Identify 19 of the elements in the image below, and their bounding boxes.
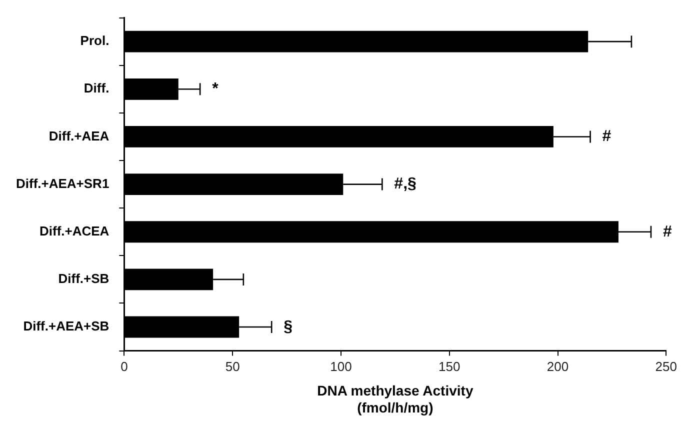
x-tick-label: 100 xyxy=(330,359,352,374)
annotation: § xyxy=(284,318,293,336)
x-tick-label: 200 xyxy=(546,359,569,374)
x-tick-label: 250 xyxy=(655,359,678,374)
x-tick-label: 150 xyxy=(438,359,460,374)
y-tick-label: Diff.+ACEA xyxy=(39,223,110,238)
annotation: # xyxy=(662,223,672,240)
x-axis-title: DNA methylase Activity (fmol/h/mg) xyxy=(317,382,474,416)
y-tick-label: Diff.+SB xyxy=(58,271,110,286)
annotation: #,§ xyxy=(394,176,417,193)
annotation: # xyxy=(602,128,612,146)
x-tick-label: 50 xyxy=(225,359,240,374)
x-tick-label: 0 xyxy=(120,359,128,374)
y-tick-label: Diff. xyxy=(84,80,110,96)
y-tick-label: Prol. xyxy=(80,33,110,48)
annotation: * xyxy=(212,80,220,98)
y-tick-label: Diff.+AEA+SB xyxy=(23,318,110,334)
y-tick-label: Diff.+AEA xyxy=(48,128,110,144)
y-tick-label: Diff.+AEA+SR1 xyxy=(16,176,110,191)
